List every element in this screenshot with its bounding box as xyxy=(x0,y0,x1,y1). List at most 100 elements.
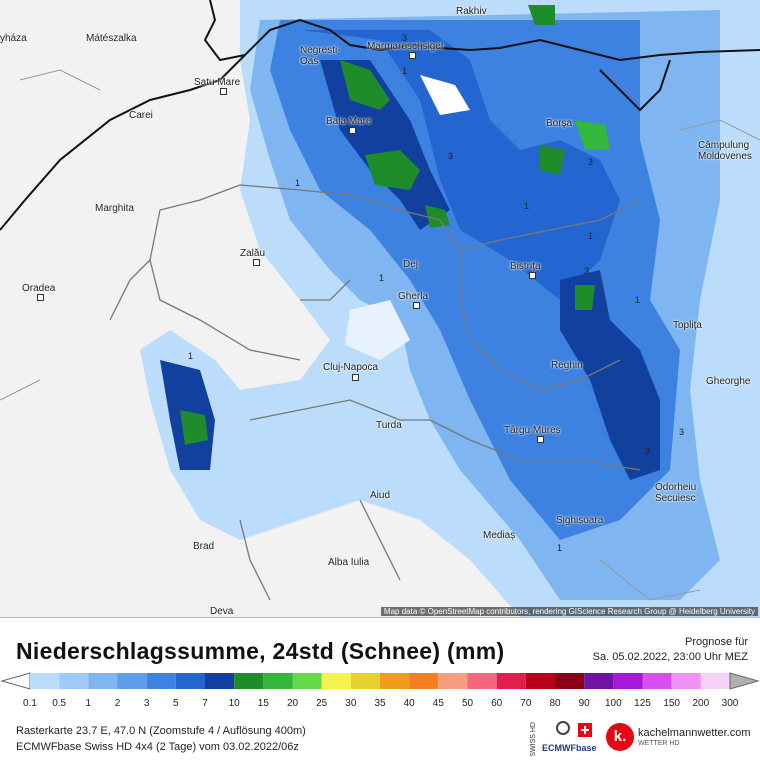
scale-color-swatch xyxy=(467,673,497,689)
scale-color-swatch xyxy=(30,673,60,689)
green-patch-5 xyxy=(540,145,565,175)
scale-color-swatch xyxy=(59,673,89,689)
city-marmaroschsiget[interactable]: Marmaroschsiget xyxy=(367,41,444,52)
city-odorheiu[interactable]: Odorheiu Secuiesc xyxy=(655,482,697,504)
scale-color-swatch xyxy=(642,673,672,689)
city-marker xyxy=(253,259,260,266)
city-bistrita[interactable]: Bistriţa xyxy=(510,261,541,272)
scale-tick-label: 80 xyxy=(549,698,561,709)
isoline-label: 1 xyxy=(557,543,563,553)
scale-color-swatch xyxy=(555,673,585,689)
city-brad[interactable]: Brad xyxy=(193,541,215,552)
precipitation-map[interactable]: yháza Mátészalka Satu Mare Carei Negrest… xyxy=(0,0,760,617)
scale-color-swatch xyxy=(117,673,147,689)
city-marker xyxy=(409,52,416,59)
city-borsa[interactable]: Borşa xyxy=(546,118,573,129)
dry-patch-1 xyxy=(420,75,470,115)
city-mateszalka[interactable]: Mátészalka xyxy=(86,33,137,44)
scale-arrow-left xyxy=(0,672,31,690)
isoline-label: 3 xyxy=(679,427,685,437)
city-toplita[interactable]: Toplița xyxy=(673,320,702,331)
scale-color-swatch xyxy=(496,673,526,689)
city-zalau[interactable]: Zalău xyxy=(240,248,266,259)
isoline-label: 1 xyxy=(635,295,641,305)
scale-tick-label: 1 xyxy=(85,698,92,709)
isoline-label: 1 xyxy=(588,231,594,241)
scale-tick-label: 0.1 xyxy=(23,698,37,709)
city-marker xyxy=(529,272,536,279)
isoline-label: 1 xyxy=(188,351,194,361)
isoline-label: 3 xyxy=(402,33,408,43)
green-patch-3 xyxy=(425,205,450,228)
green-patch-1 xyxy=(340,60,390,110)
city-gherla[interactable]: Gherla xyxy=(398,291,429,302)
isoline-label: 1 xyxy=(524,201,530,211)
city-alba-iulia[interactable]: Alba Iulia xyxy=(328,557,370,568)
city-rakhiv[interactable]: Rakhiv xyxy=(456,6,487,17)
scale-color-swatch xyxy=(350,673,380,689)
small-boundaries xyxy=(0,69,760,601)
scale-tick-label: 35 xyxy=(374,698,386,709)
country-border-2 xyxy=(203,0,246,62)
city-medias[interactable]: Mediaș xyxy=(483,530,516,541)
city-oradea[interactable]: Oradea xyxy=(22,283,56,294)
city-baia-mare[interactable]: Baia Mare xyxy=(326,116,372,127)
city-aiud[interactable]: Aiud xyxy=(370,490,391,501)
city-marker xyxy=(349,127,356,134)
scale-tick-label: 0.5 xyxy=(52,698,67,709)
scale-tick-label: 5 xyxy=(173,698,179,709)
city-dej[interactable]: Dej xyxy=(403,259,419,270)
swiss-flag-icon xyxy=(578,723,592,737)
scale-tick-label: 3 xyxy=(143,698,150,709)
city-satu-mare[interactable]: Satu Mare xyxy=(194,77,241,88)
swiss-hd-label: SWISS HD xyxy=(530,722,537,757)
scale-tick-label: 125 xyxy=(634,698,651,709)
scale-tick-label: 200 xyxy=(692,698,710,709)
scale-color-swatch xyxy=(234,673,264,689)
city-targu-mures[interactable]: Târgu Mureș xyxy=(504,425,561,436)
scale-tick-label: 25 xyxy=(316,698,328,709)
ecmwf-logo: ECMWFbase xyxy=(542,743,597,753)
scale-tick-label: 2 xyxy=(114,698,121,709)
isoline-label: 1 xyxy=(379,273,385,283)
green-patch-6 xyxy=(575,285,595,310)
city-reghin[interactable]: Reghin xyxy=(551,360,583,371)
city-marker xyxy=(37,294,44,301)
isoline-label: 1 xyxy=(295,178,301,188)
city-negresti-oas[interactable]: Negresti- Oas xyxy=(300,45,341,67)
magnifier-icon xyxy=(556,721,570,735)
map-canvas xyxy=(0,0,760,617)
scale-color-swatch xyxy=(175,673,205,689)
scale-tick-label: 90 xyxy=(578,698,590,709)
city-turda[interactable]: Turda xyxy=(376,420,402,431)
raster-info: Rasterkarte 23.7 E, 47.0 N (Zoomstufe 4 … xyxy=(16,725,306,737)
scale-tick-label: 100 xyxy=(604,698,622,709)
color-scale-bar xyxy=(0,672,760,690)
city-cluj-napoca[interactable]: Cluj-Napoca xyxy=(323,362,379,373)
kachelmann-subtitle: WETTER HD xyxy=(638,740,680,747)
scale-tick-label: 10 xyxy=(228,698,240,709)
scale-color-swatch xyxy=(613,673,643,689)
city-marker xyxy=(413,302,420,309)
scale-tick-label: 15 xyxy=(257,698,269,709)
isoline-label: 1 xyxy=(402,66,408,76)
city-deva[interactable]: Deva xyxy=(210,606,234,617)
city-gheorghe[interactable]: Gheorghe xyxy=(706,376,751,387)
green-patch-8 xyxy=(528,5,555,25)
green-patch-2 xyxy=(365,150,420,190)
scale-color-swatch xyxy=(525,673,555,689)
isoline-label: 3 xyxy=(584,266,590,276)
city-marghita[interactable]: Marghita xyxy=(95,203,134,214)
kachelmann-link[interactable]: kachelmannwetter.com xyxy=(638,727,751,739)
city-nyhaza[interactable]: yháza xyxy=(0,33,27,44)
legend-panel: Niederschlagssumme, 24std (Schnee) (mm) … xyxy=(0,617,760,761)
city-carei[interactable]: Carei xyxy=(129,110,153,121)
city-campulung[interactable]: Câmpulung Moldovenes xyxy=(698,140,752,162)
scale-color-swatch xyxy=(409,673,439,689)
kachelmann-logo-icon[interactable]: k. xyxy=(606,723,634,751)
scale-tick-label: 45 xyxy=(432,698,444,709)
scale-color-swatch xyxy=(205,673,235,689)
city-marker xyxy=(352,374,359,381)
city-sighisoara[interactable]: Sighișoara xyxy=(556,515,604,526)
country-border xyxy=(0,18,760,231)
